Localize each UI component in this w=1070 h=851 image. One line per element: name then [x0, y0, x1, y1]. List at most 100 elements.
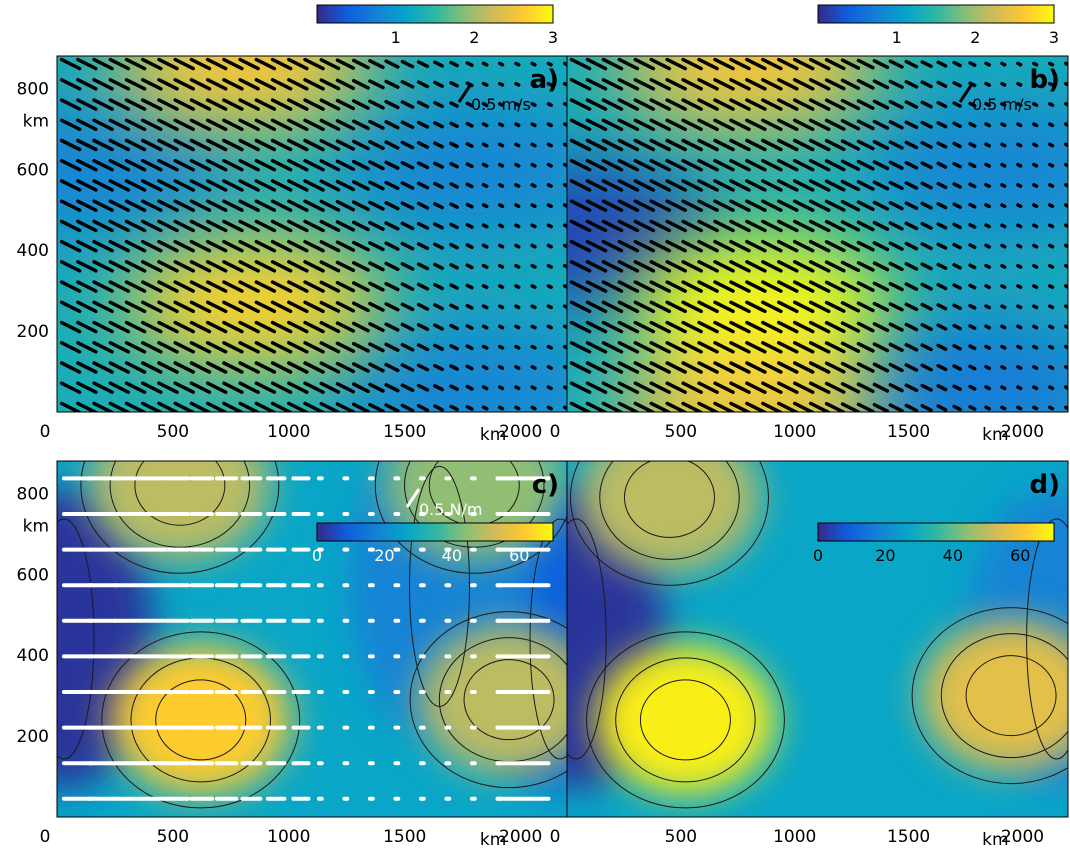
- velocity-arrow: [920, 161, 933, 170]
- velocity-arrow: [936, 242, 948, 250]
- velocity-arrow: [904, 241, 919, 251]
- velocity-arrow: [319, 98, 341, 111]
- velocity-arrow: [777, 239, 799, 253]
- velocity-arrow: [514, 203, 521, 209]
- velocity-arrow: [514, 324, 521, 330]
- velocity-arrow: [1000, 344, 1007, 350]
- velocity-arrow: [569, 341, 592, 354]
- field-peak-core-1: [635, 678, 735, 762]
- velocity-arrow: [824, 138, 846, 152]
- velocity-arrow: [952, 404, 962, 412]
- velocity-arrow: [157, 401, 179, 412]
- velocity-arrow: [777, 381, 799, 394]
- velocity-arrow: [465, 182, 474, 189]
- velocity-arrow: [335, 301, 356, 313]
- velocity-arrow: [465, 202, 474, 209]
- velocity-arrow: [59, 199, 82, 212]
- velocity-arrow: [368, 220, 385, 231]
- velocity-arrow: [254, 260, 277, 273]
- velocity-arrow: [141, 98, 163, 111]
- velocity-arrow: [936, 282, 948, 291]
- velocity-arrow: [745, 260, 767, 273]
- x-unit-label: km: [480, 425, 506, 445]
- velocity-arrow: [761, 239, 783, 253]
- velocity-arrow: [952, 182, 962, 189]
- field-peak-core-3: [619, 461, 719, 539]
- velocity-arrow: [872, 180, 890, 191]
- velocity-arrow: [888, 403, 904, 412]
- velocity-arrow: [617, 158, 640, 172]
- contour-ring: [567, 518, 607, 760]
- velocity-arrow: [465, 101, 474, 108]
- velocity-arrow: [745, 57, 767, 71]
- velocity-arrow: [888, 201, 904, 211]
- velocity-arrow: [649, 98, 672, 111]
- velocity-arrow: [449, 182, 459, 189]
- velocity-arrow: [904, 342, 919, 352]
- contour-ring: [623, 461, 715, 538]
- velocity-arrow: [189, 179, 212, 192]
- velocity-arrow: [368, 119, 385, 130]
- x-tick-label: 2000: [499, 827, 542, 847]
- velocity-arrow: [1000, 122, 1007, 128]
- velocity-arrow: [665, 118, 687, 132]
- velocity-arrow: [76, 158, 98, 172]
- velocity-arrow: [649, 320, 672, 334]
- plot-area: [567, 461, 1068, 817]
- velocity-arrow: [481, 203, 489, 209]
- colorbar-tick-label: 0: [312, 546, 322, 565]
- velocity-arrow: [465, 364, 474, 371]
- velocity-arrow: [1016, 122, 1023, 128]
- velocity-arrow: [920, 120, 933, 129]
- velocity-arrow: [270, 280, 293, 293]
- velocity-arrow: [745, 280, 767, 293]
- velocity-arrow: [368, 261, 385, 272]
- velocity-arrow: [530, 263, 537, 269]
- velocity-arrow: [1032, 243, 1039, 249]
- velocity-arrow: [368, 362, 385, 373]
- velocity-arrow: [585, 401, 608, 412]
- velocity-arrow: [173, 199, 195, 212]
- velocity-arrow: [713, 138, 735, 152]
- velocity-arrow: [238, 179, 260, 192]
- velocity-arrow: [514, 284, 521, 290]
- velocity-arrow: [189, 320, 212, 334]
- velocity-arrow: [729, 118, 751, 132]
- velocity-arrow: [416, 221, 430, 230]
- velocity-arrow: [1032, 183, 1039, 188]
- velocity-arrow: [856, 119, 875, 131]
- velocity-arrow: [888, 140, 904, 150]
- velocity-arrow: [585, 179, 608, 192]
- velocity-arrow: [384, 59, 400, 69]
- velocity-arrow: [665, 381, 687, 394]
- velocity-arrow: [665, 361, 687, 374]
- velocity-arrow: [665, 98, 687, 111]
- velocity-arrow: [1032, 142, 1039, 148]
- velocity-arrow: [968, 182, 977, 189]
- velocity-arrow: [498, 405, 505, 411]
- velocity-arrow: [351, 180, 370, 191]
- y-tick-label: 200: [17, 322, 49, 342]
- velocity-arrow: [792, 57, 815, 71]
- colorbar-tick-label: 3: [548, 28, 558, 47]
- velocity-arrow: [617, 320, 640, 334]
- velocity-arrow: [745, 401, 767, 412]
- velocity-arrow: [888, 160, 904, 170]
- velocity-arrow: [1000, 61, 1007, 67]
- velocity-arrow: [108, 158, 131, 172]
- velocity-arrow: [368, 59, 385, 70]
- velocity-arrow: [888, 281, 904, 292]
- velocity-arrow: [59, 300, 82, 314]
- velocity-arrow: [465, 283, 474, 290]
- velocity-arrow: [384, 180, 400, 191]
- colorbar-gradient: [817, 522, 1055, 542]
- velocity-arrow: [449, 344, 459, 351]
- velocity-arrow: [872, 220, 890, 231]
- velocity-arrow: [287, 361, 309, 374]
- velocity-arrow: [546, 324, 553, 330]
- velocity-arrow: [952, 283, 962, 290]
- velocity-arrow: [665, 300, 687, 314]
- velocity-arrow: [530, 243, 537, 249]
- velocity-arrow: [665, 320, 687, 334]
- velocity-arrow: [384, 383, 400, 393]
